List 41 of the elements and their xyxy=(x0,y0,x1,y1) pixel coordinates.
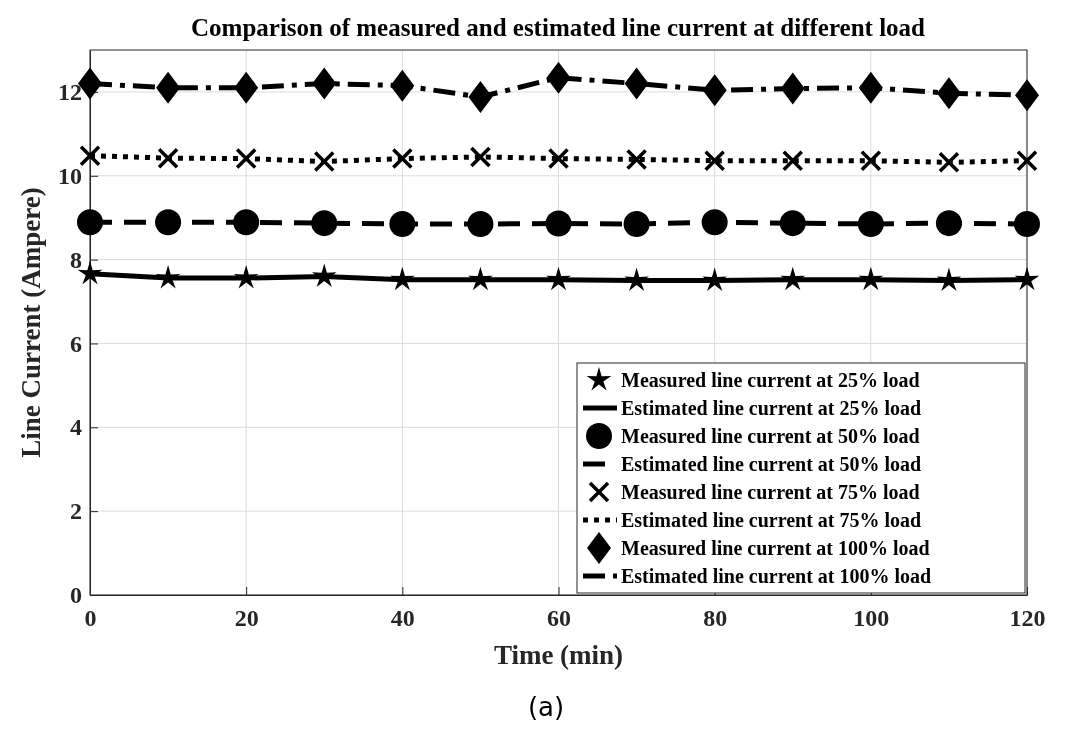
x-tick-label: 120 xyxy=(1009,605,1046,632)
x-tick-label: 80 xyxy=(703,605,728,632)
point xyxy=(547,147,570,170)
y-tick-label: 10 xyxy=(58,162,82,189)
point xyxy=(938,151,960,174)
text: (a) xyxy=(527,692,565,722)
y-tick-label: 4 xyxy=(70,414,82,441)
y-tick-label: 8 xyxy=(70,246,82,273)
legend-label: Measured line current at 100% load xyxy=(621,537,930,559)
point xyxy=(782,149,804,172)
legend-label: Measured line current at 50% load xyxy=(621,425,920,447)
y-tick-label: 12 xyxy=(58,79,82,106)
point xyxy=(703,149,726,172)
point xyxy=(156,71,181,104)
x-tick-label: 60 xyxy=(547,605,571,632)
point xyxy=(79,144,101,167)
legend-label: Estimated line current at 50% load xyxy=(621,453,922,475)
point xyxy=(1016,149,1038,172)
y-axis-title: Line Current (Ampere) xyxy=(16,187,46,458)
point xyxy=(1015,79,1039,112)
legend-label: Estimated line current at 75% load xyxy=(621,509,922,531)
point xyxy=(391,147,414,170)
legend-label: Measured line current at 25% load xyxy=(621,369,920,391)
chart-title: Comparison of measured and estimated line current at different load xyxy=(191,14,926,41)
legend-label: Measured line current at 75% load xyxy=(621,481,920,503)
point xyxy=(313,150,335,173)
y-tick-label: 0 xyxy=(70,582,82,609)
x-axis-title: Time (min) xyxy=(493,640,624,670)
y-tick-label: 6 xyxy=(70,330,82,357)
y-tick-label: 2 xyxy=(70,498,82,525)
point xyxy=(157,147,179,169)
point xyxy=(624,67,649,100)
legend-label: Estimated line current at 25% load xyxy=(621,397,922,419)
x-tick-label: 100 xyxy=(853,605,890,632)
legend-label: Estimated line current at 100% load xyxy=(621,565,932,587)
point xyxy=(469,146,492,168)
point xyxy=(860,149,882,172)
point xyxy=(625,148,648,171)
point xyxy=(235,147,257,170)
x-tick-label: 20 xyxy=(234,605,259,632)
x-tick-label: 40 xyxy=(390,605,415,632)
